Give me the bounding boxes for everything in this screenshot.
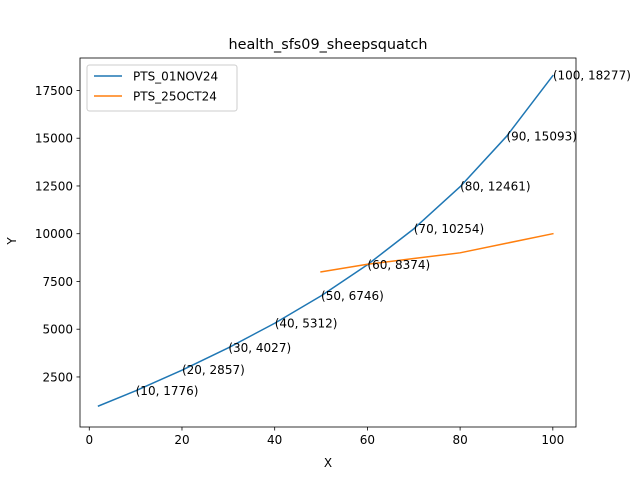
data-label-8: (80, 12461) [460, 180, 530, 194]
x-axis-label: X [324, 456, 332, 470]
x-tick-label-2: 40 [267, 433, 282, 447]
legend: PTS_01NOV24 PTS_25OCT24 [86, 64, 238, 112]
data-label-10: (100, 18277) [553, 69, 631, 83]
y-tick-label-1: 5000 [42, 323, 73, 337]
data-label-3: (30, 4027) [228, 341, 291, 355]
data-label-1: (10, 1776) [136, 384, 199, 398]
y-axis-label: Y [5, 237, 19, 246]
legend-label-2: PTS_25OCT24 [133, 90, 217, 104]
x-tick-label-3: 60 [360, 433, 375, 447]
chart-title: health_sfs09_sheepsquatch [228, 37, 427, 53]
data-label-7: (70, 10254) [414, 222, 484, 236]
x-tick-label-1: 20 [174, 433, 189, 447]
series-line-1 [97, 74, 554, 407]
data-label-2: (20, 2857) [182, 363, 245, 377]
plot-area: (10, 1776) (20, 2857) (30, 4027) (40, 5312)… [35, 57, 631, 447]
y-tick-label-0: 2500 [42, 370, 73, 384]
legend-box [86, 64, 238, 112]
data-label-6: (60, 8374) [367, 258, 430, 272]
y-tick-label-6: 17500 [35, 84, 73, 98]
data-label-9: (90, 15093) [506, 129, 576, 143]
legend-label-1: PTS_01NOV24 [133, 70, 218, 84]
x-tick-label-4: 80 [452, 433, 467, 447]
y-tick-label-2: 7500 [42, 275, 73, 289]
y-tick-label-4: 12500 [35, 179, 73, 193]
y-tick-label-3: 10000 [35, 227, 73, 241]
data-label-4: (40, 5312) [275, 316, 338, 330]
x-tick-label-5: 100 [541, 433, 564, 447]
x-tick-label-0: 0 [85, 433, 93, 447]
y-tick-label-5: 15000 [35, 132, 73, 146]
data-label-5: (50, 6746) [321, 289, 384, 303]
series-line-2 [320, 232, 554, 273]
axes-frame [79, 57, 577, 428]
